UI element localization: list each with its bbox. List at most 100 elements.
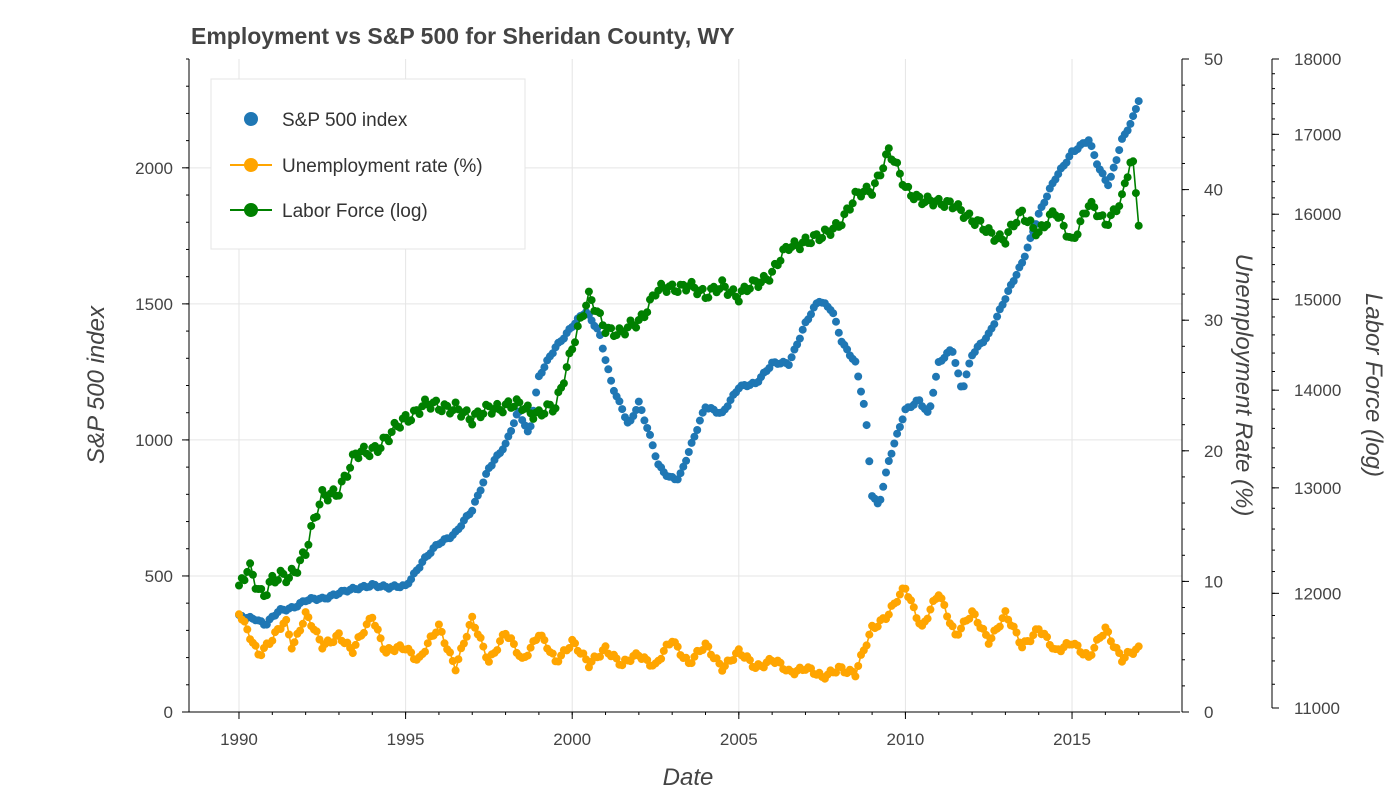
data-point	[290, 638, 299, 647]
data-point	[904, 182, 913, 191]
left-tick-label: 2000	[135, 159, 173, 178]
data-point	[268, 571, 277, 580]
data-point	[965, 359, 974, 368]
data-point	[993, 312, 1002, 321]
data-point	[1012, 628, 1021, 637]
data-point	[376, 634, 385, 643]
data-point	[845, 205, 854, 214]
data-point	[548, 649, 557, 658]
data-point	[795, 245, 804, 254]
data-point	[1001, 607, 1010, 616]
data-point	[893, 429, 902, 438]
data-point	[768, 267, 777, 276]
data-point	[579, 312, 588, 321]
data-point	[298, 619, 307, 628]
data-point	[879, 482, 888, 491]
right2-tick-label: 13000	[1294, 479, 1341, 498]
data-point	[776, 256, 785, 265]
data-point	[373, 625, 382, 634]
data-point	[246, 559, 255, 568]
data-point	[273, 576, 282, 585]
data-point	[315, 635, 324, 644]
data-point	[323, 496, 332, 505]
data-point	[870, 179, 879, 188]
data-point	[857, 387, 865, 396]
data-point	[901, 584, 910, 593]
data-point	[509, 640, 518, 648]
data-point	[426, 404, 435, 413]
data-point	[1134, 97, 1143, 106]
data-point	[926, 402, 935, 411]
data-point	[923, 614, 932, 623]
data-point	[598, 344, 607, 353]
data-point	[865, 457, 874, 466]
data-point	[1115, 146, 1124, 155]
data-point	[526, 422, 535, 431]
data-point	[312, 512, 321, 521]
data-point	[351, 640, 360, 649]
x-tick-label: 2000	[553, 730, 591, 749]
data-point	[673, 642, 682, 651]
data-point	[315, 500, 324, 509]
data-point	[1020, 252, 1029, 261]
data-point	[329, 485, 338, 494]
data-point	[965, 209, 974, 218]
series-2	[235, 144, 1143, 601]
data-point	[1115, 649, 1124, 657]
data-point	[1134, 642, 1143, 651]
data-point	[1104, 221, 1113, 229]
data-point	[1062, 158, 1071, 167]
data-point	[807, 239, 815, 248]
data-point	[940, 601, 949, 609]
data-point	[1112, 156, 1121, 165]
data-point	[285, 574, 293, 582]
data-point	[571, 639, 579, 648]
data-point	[1004, 228, 1013, 237]
data-point	[937, 594, 946, 603]
left-tick-label: 1500	[135, 295, 173, 314]
data-point	[493, 399, 502, 408]
data-point	[532, 388, 541, 397]
data-point	[559, 379, 568, 388]
data-point	[1098, 169, 1107, 178]
data-point	[634, 397, 643, 406]
data-point	[765, 276, 774, 285]
data-point	[287, 644, 296, 653]
data-point	[462, 406, 471, 415]
data-point	[995, 622, 1004, 631]
data-point	[257, 585, 266, 593]
data-point	[807, 310, 815, 319]
data-point	[407, 648, 416, 657]
data-point	[862, 641, 871, 650]
data-point	[571, 338, 579, 347]
data-point	[554, 657, 563, 666]
data-point	[565, 644, 574, 652]
data-point	[523, 401, 532, 410]
data-point	[421, 647, 429, 656]
data-point	[932, 372, 940, 381]
data-point	[695, 416, 704, 425]
data-point	[979, 624, 988, 633]
data-point	[384, 437, 393, 446]
data-point	[601, 356, 610, 365]
data-point	[509, 402, 518, 411]
data-point	[882, 150, 890, 159]
data-point	[1104, 181, 1113, 190]
data-point	[540, 636, 549, 645]
data-point	[798, 325, 807, 334]
data-point	[479, 642, 488, 651]
data-point	[468, 420, 477, 429]
left-y-axis-label: S&P 500 index	[83, 305, 110, 464]
data-point	[279, 569, 288, 578]
data-point	[621, 330, 629, 339]
data-point	[704, 642, 713, 651]
data-point	[1090, 151, 1099, 160]
data-point	[854, 662, 863, 670]
data-point	[818, 234, 827, 242]
data-point	[587, 296, 596, 305]
data-point	[607, 324, 616, 333]
left-tick-label: 1000	[135, 431, 173, 450]
data-point	[1012, 218, 1021, 227]
data-point	[1043, 220, 1051, 229]
data-point	[285, 630, 293, 639]
